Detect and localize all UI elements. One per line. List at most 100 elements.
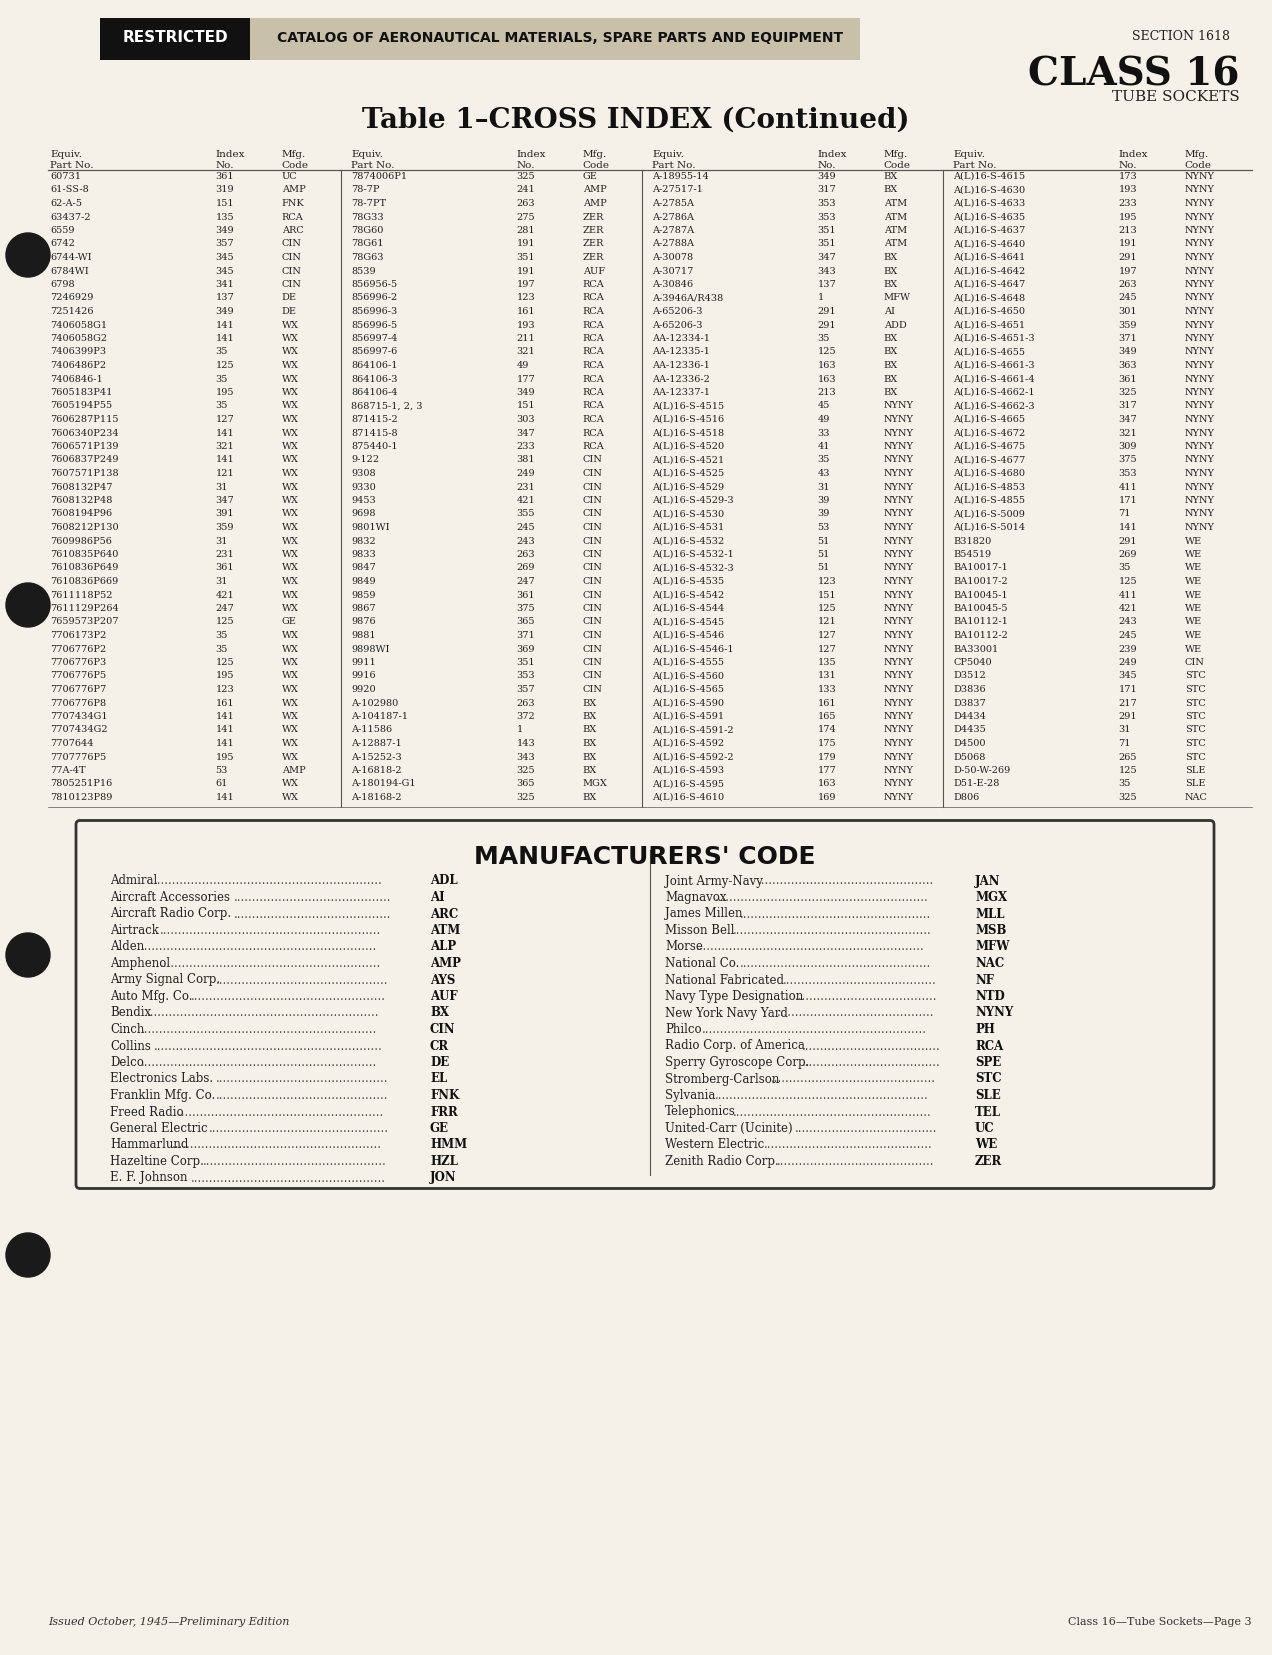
Text: DE: DE (430, 1056, 449, 1069)
Text: 51: 51 (818, 563, 829, 573)
Text: 121: 121 (215, 468, 234, 478)
Text: 7707434G1: 7707434G1 (50, 712, 108, 722)
Text: AA-12336-2: AA-12336-2 (653, 374, 710, 384)
Text: STC: STC (1184, 712, 1206, 722)
Text: A(L)16-S-4560: A(L)16-S-4560 (653, 672, 724, 680)
Text: 9-122: 9-122 (351, 455, 379, 465)
Text: 291: 291 (1118, 712, 1137, 722)
Text: Mfg.
Code: Mfg. Code (282, 151, 309, 170)
Text: 35: 35 (215, 631, 228, 640)
Text: D4435: D4435 (953, 725, 986, 735)
Text: 195: 195 (215, 387, 234, 397)
Text: A-180194-G1: A-180194-G1 (351, 780, 416, 788)
Text: 353: 353 (1118, 468, 1137, 478)
Text: A-15252-3: A-15252-3 (351, 753, 402, 761)
Text: A(L)16-S-4521: A(L)16-S-4521 (653, 455, 724, 465)
Text: 141: 141 (215, 429, 234, 437)
Text: National Co.: National Co. (665, 957, 739, 970)
Text: 1: 1 (818, 293, 824, 303)
Text: 421: 421 (1118, 604, 1137, 612)
Text: 179: 179 (818, 753, 836, 761)
Text: 353: 353 (818, 212, 836, 222)
Text: 9911: 9911 (351, 659, 375, 667)
Text: Magnavox: Magnavox (665, 890, 726, 904)
Text: 121: 121 (818, 617, 836, 627)
Text: NYNY: NYNY (1184, 212, 1215, 222)
Text: WE: WE (1184, 631, 1202, 640)
Text: NTD: NTD (976, 990, 1005, 1003)
Text: .............................................: ........................................… (764, 1139, 932, 1152)
Text: Telephonics: Telephonics (665, 1106, 736, 1119)
Text: CP5040: CP5040 (953, 659, 992, 667)
Text: B31820: B31820 (953, 536, 991, 546)
Text: 263: 263 (516, 549, 536, 559)
Text: ............................................: ........................................… (771, 1072, 935, 1086)
Text: 263: 263 (1118, 280, 1137, 290)
Text: 372: 372 (516, 712, 536, 722)
Text: 291: 291 (1118, 536, 1137, 546)
Text: NYNY: NYNY (884, 468, 913, 478)
Text: BX: BX (583, 793, 597, 803)
Text: Mfg.
Code: Mfg. Code (884, 151, 911, 170)
Text: 7605194P55: 7605194P55 (50, 402, 112, 410)
Text: 213: 213 (818, 387, 836, 397)
Text: BA10017-1: BA10017-1 (953, 563, 1007, 573)
Text: NYNY: NYNY (884, 725, 913, 735)
Text: NYNY: NYNY (884, 549, 913, 559)
Text: WX: WX (282, 698, 299, 707)
Text: NYNY: NYNY (884, 753, 913, 761)
Text: A(L)16-S-4535: A(L)16-S-4535 (653, 578, 724, 586)
Text: NYNY: NYNY (1184, 240, 1215, 248)
Text: 78-7PT: 78-7PT (351, 199, 387, 209)
Text: GE: GE (430, 1122, 449, 1135)
Text: 351: 351 (516, 659, 536, 667)
Text: BX: BX (884, 348, 898, 356)
Text: A(L)16-S-4529-3: A(L)16-S-4529-3 (653, 496, 734, 505)
Text: 341: 341 (215, 280, 234, 290)
Text: 125: 125 (818, 604, 836, 612)
Text: D3837: D3837 (953, 698, 986, 707)
Text: 361: 361 (1118, 374, 1137, 384)
Text: NYNY: NYNY (976, 1006, 1014, 1019)
Text: 7805251P16: 7805251P16 (50, 780, 112, 788)
Text: 177: 177 (516, 374, 536, 384)
Text: 871415-8: 871415-8 (351, 429, 398, 437)
Text: SPE: SPE (976, 1056, 1001, 1069)
FancyBboxPatch shape (100, 18, 251, 60)
Text: AA-12337-1: AA-12337-1 (653, 387, 710, 397)
Text: WE: WE (1184, 617, 1202, 627)
Text: WE: WE (1184, 578, 1202, 586)
Text: FRR: FRR (430, 1106, 458, 1119)
Text: A(L)16-S-5014: A(L)16-S-5014 (953, 523, 1025, 531)
Text: WX: WX (282, 510, 299, 518)
Text: RCA: RCA (976, 1039, 1004, 1053)
Text: A(L)16-S-4520: A(L)16-S-4520 (653, 442, 724, 452)
Circle shape (6, 233, 50, 276)
Text: WX: WX (282, 549, 299, 559)
Text: CIN: CIN (583, 563, 603, 573)
Text: TUBE SOCKETS: TUBE SOCKETS (1112, 89, 1240, 104)
Text: NYNY: NYNY (1184, 402, 1215, 410)
Text: 163: 163 (818, 361, 836, 371)
Text: 143: 143 (516, 740, 536, 748)
Text: Index
No.: Index No. (1118, 151, 1149, 170)
Text: A(L)16-S-4635: A(L)16-S-4635 (953, 212, 1025, 222)
Text: WX: WX (282, 712, 299, 722)
Text: 371: 371 (1118, 334, 1137, 343)
Text: 309: 309 (1118, 442, 1137, 452)
Text: WX: WX (282, 496, 299, 505)
Text: NYNY: NYNY (884, 442, 913, 452)
Text: Western Electric: Western Electric (665, 1139, 764, 1152)
Text: 375: 375 (516, 604, 536, 612)
Text: BA10045-5: BA10045-5 (953, 604, 1007, 612)
Text: WX: WX (282, 334, 299, 343)
Text: CIN: CIN (583, 685, 603, 693)
Text: ............................................................: ........................................… (702, 1023, 927, 1036)
Text: 71: 71 (1118, 740, 1131, 748)
Text: 7707776P5: 7707776P5 (50, 753, 107, 761)
Text: 317: 317 (1118, 402, 1137, 410)
Text: BA10112-1: BA10112-1 (953, 617, 1007, 627)
Text: NYNY: NYNY (884, 429, 913, 437)
Text: 325: 325 (1118, 793, 1137, 803)
Text: Navy Type Designation: Navy Type Designation (665, 990, 803, 1003)
